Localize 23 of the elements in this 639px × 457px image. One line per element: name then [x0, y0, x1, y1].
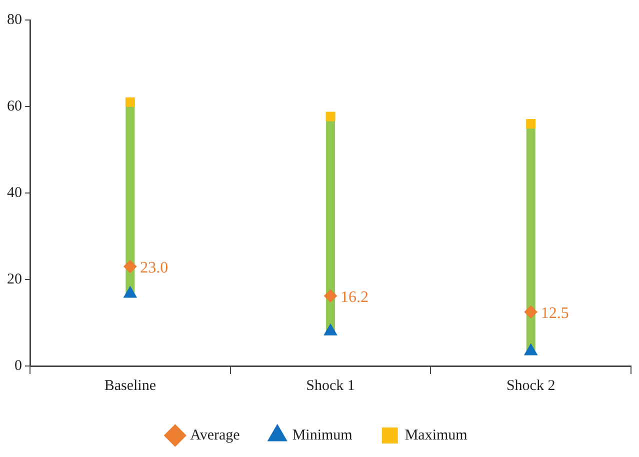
data-label: 16.2 — [340, 289, 368, 306]
point — [526, 119, 536, 129]
data-label: 12.5 — [540, 305, 569, 322]
y-tick-label: 60 — [7, 98, 22, 114]
y-tick-label: 80 — [7, 12, 22, 28]
point — [124, 260, 137, 274]
y-tick-label: 0 — [14, 358, 22, 374]
y-tick-label: 20 — [7, 271, 22, 288]
y-tick-label: 40 — [7, 184, 22, 201]
point — [124, 286, 137, 298]
point — [326, 112, 336, 122]
data-label: 23.0 — [140, 260, 168, 277]
point — [524, 305, 538, 318]
point — [524, 344, 538, 356]
point — [125, 97, 135, 107]
legend-label: Maximum — [404, 427, 468, 444]
x-tick-label: Baseline — [104, 378, 156, 394]
point — [324, 324, 338, 336]
x-tick-label: Shock 1 — [306, 378, 355, 394]
point — [324, 289, 337, 302]
legend-label: Average — [190, 427, 240, 444]
legend-label: Minimum — [292, 427, 353, 444]
x-tick-label: Shock 2 — [506, 378, 556, 394]
